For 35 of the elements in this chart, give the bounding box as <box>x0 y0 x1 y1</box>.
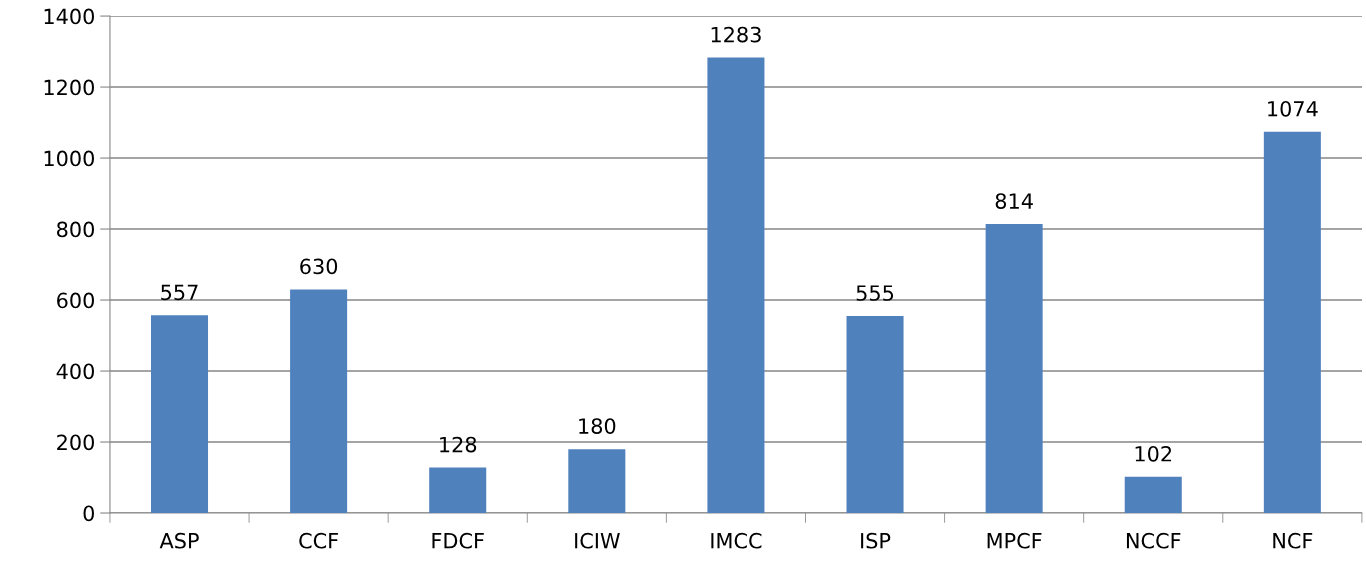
bar <box>290 289 348 514</box>
bar <box>151 315 209 514</box>
data-label: 814 <box>995 193 1033 209</box>
data-label: 1283 <box>711 26 761 43</box>
x-tick-label: CCF <box>299 532 338 549</box>
data-label: 630 <box>300 258 338 275</box>
y-tick-label: 1400 <box>44 8 94 25</box>
data-label: 128 <box>440 436 477 453</box>
x-tick-label: ICIW <box>575 532 620 549</box>
bar <box>707 57 765 514</box>
y-tick-label: 0 <box>83 505 94 522</box>
y-tick-label: 600 <box>57 292 94 309</box>
y-tick-label: 1200 <box>44 79 94 96</box>
x-tick-label: ASP <box>159 532 199 549</box>
x-tick-label: IMCC <box>711 532 762 549</box>
bar <box>985 224 1043 514</box>
x-tick-label: NCCF <box>1126 532 1181 549</box>
x-tick-label: ISP <box>861 532 891 549</box>
y-tick-label: 400 <box>56 363 94 380</box>
y-tick-label: 200 <box>57 434 94 451</box>
x-tick-label: MPCF <box>987 532 1042 549</box>
x-tick-label: NCF <box>1273 532 1313 549</box>
data-label: 1074 <box>1268 100 1318 117</box>
bar <box>429 467 487 514</box>
data-label: 102 <box>1135 445 1172 462</box>
x-tick-label: FDCF <box>432 532 484 549</box>
bar <box>846 316 904 514</box>
data-label: 180 <box>579 418 616 434</box>
y-tick-label: 1000 <box>44 150 94 167</box>
data-label: 555 <box>856 285 894 301</box>
y-tick-label: 800 <box>57 221 94 238</box>
bar <box>1124 476 1182 514</box>
bar <box>568 449 626 514</box>
data-label: 557 <box>161 284 198 301</box>
bar <box>1263 131 1321 514</box>
